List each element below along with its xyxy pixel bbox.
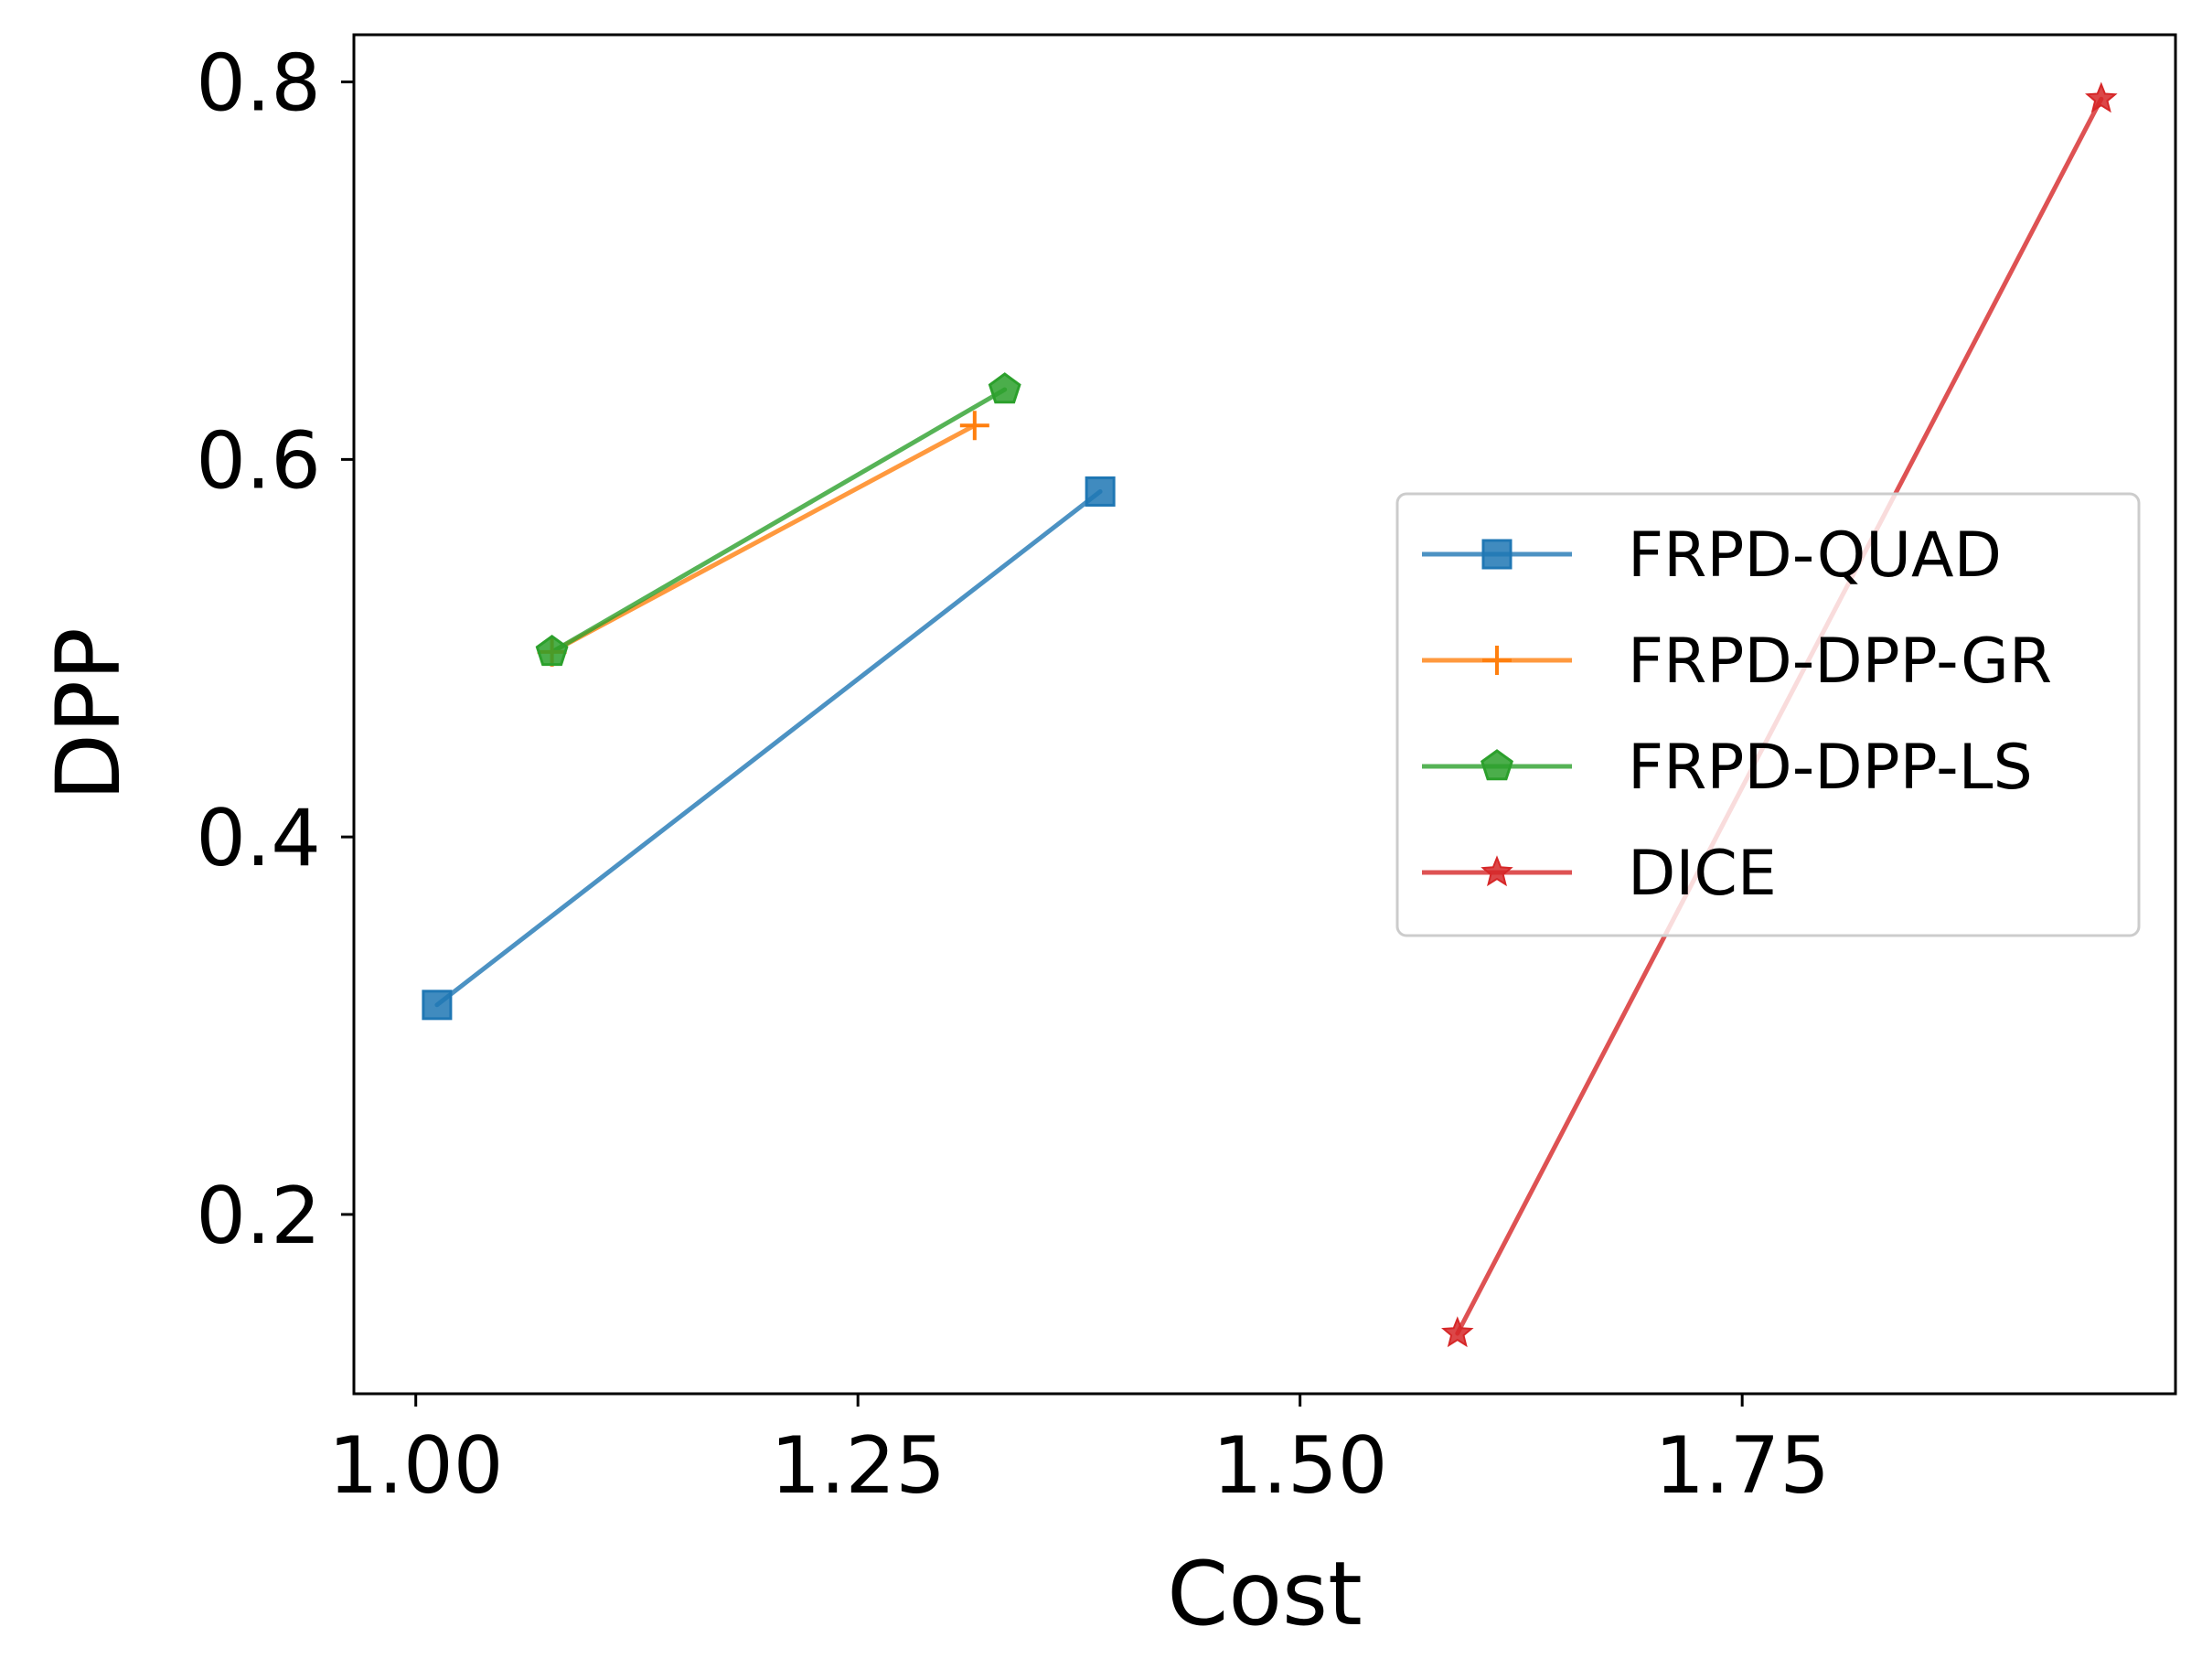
x-tick-label: 1.50 xyxy=(1213,1420,1387,1512)
x-axis-ticks: 1.00 1.25 1.50 1.75 xyxy=(328,1394,1830,1512)
y-tick-label: 0.6 xyxy=(196,415,321,507)
y-tick-label: 0.8 xyxy=(196,38,321,130)
legend-marker-dice xyxy=(1480,855,1513,887)
y-axis-ticks: 0.2 0.4 0.6 0.8 xyxy=(196,38,354,1262)
data-point-frpd-quad-2 xyxy=(1085,476,1116,507)
legend-label-dice: DICE xyxy=(1628,838,1777,910)
x-tick-label: 1.75 xyxy=(1654,1420,1829,1512)
x-tick-label: 1.00 xyxy=(328,1420,503,1512)
legend: FRPD-QUAD FRPD-DPP-GR FRPD-DPP-LS DICE xyxy=(1395,492,2141,937)
legend-marker-frpd-dpp-ls xyxy=(1480,749,1513,781)
series-markers xyxy=(422,81,2118,1348)
x-axis-label: Cost xyxy=(1167,1543,1362,1645)
plot-area-frame xyxy=(352,33,2177,1396)
data-point-dice-1 xyxy=(1441,1316,1474,1348)
series-line-frpd-dpp-gr xyxy=(550,423,978,655)
legend-items: FRPD-QUAD FRPD-DPP-GR FRPD-DPP-LS DICE xyxy=(1422,519,2052,910)
legend-label-frpd-dpp-gr: FRPD-DPP-GR xyxy=(1628,626,2052,698)
y-tick-label: 0.4 xyxy=(196,793,321,884)
series-line-frpd-quad xyxy=(434,489,1103,1008)
x-tick-label: 1.25 xyxy=(770,1420,945,1512)
series-line-frpd-dpp-ls xyxy=(550,387,1008,655)
legend-marker-frpd-quad xyxy=(1481,539,1513,570)
legend-label-frpd-quad: FRPD-QUAD xyxy=(1628,519,2002,592)
data-point-frpd-dpp-ls-2 xyxy=(988,372,1021,404)
legend-frame xyxy=(1395,492,2141,937)
data-point-dice-2 xyxy=(2085,81,2118,113)
legend-label-frpd-dpp-ls: FRPD-DPP-LS xyxy=(1628,732,2033,804)
data-point-frpd-dpp-gr-2 xyxy=(959,411,989,441)
data-point-frpd-quad-1 xyxy=(422,990,453,1021)
y-axis-label: DPP xyxy=(37,627,140,801)
y-tick-label: 0.2 xyxy=(196,1171,321,1262)
legend-marker-frpd-dpp-gr xyxy=(1482,646,1512,675)
data-point-frpd-dpp-ls-1 xyxy=(535,635,569,667)
